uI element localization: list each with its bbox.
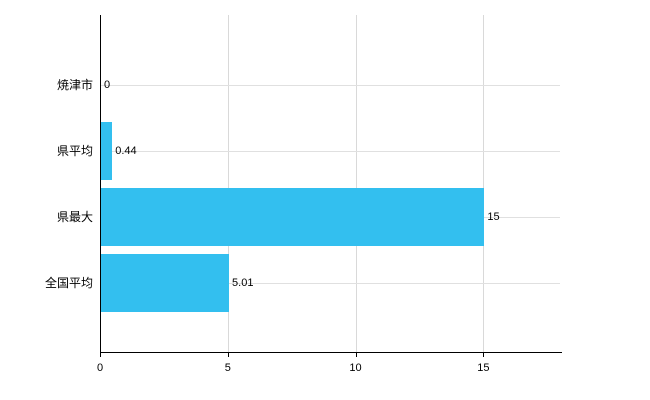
x-axis-line: [100, 352, 562, 353]
x-axis-tick: [227, 352, 229, 357]
x-tick-label: 10: [349, 362, 362, 374]
x-tick-label: 15: [477, 362, 490, 374]
gridline-vertical: [227, 15, 229, 352]
category-label: 焼津市: [56, 78, 93, 92]
bar: [101, 188, 485, 246]
value-label: 15: [487, 211, 500, 223]
gridline-horizontal: [100, 85, 560, 86]
gridline-vertical: [355, 15, 357, 352]
x-tick-label: 5: [224, 362, 231, 374]
gridline-vertical: [483, 15, 485, 352]
value-label: 0: [104, 79, 111, 91]
y-axis-line: [100, 15, 101, 352]
value-label: 5.01: [232, 277, 254, 289]
x-axis-tick: [100, 352, 101, 357]
category-label: 県平均: [56, 144, 93, 158]
bar: [101, 254, 230, 312]
value-label: 0.44: [115, 145, 137, 157]
x-tick-label: 0: [96, 362, 104, 374]
category-label: 県最大: [56, 210, 93, 224]
bar: [101, 122, 113, 180]
gridline-horizontal: [100, 283, 560, 284]
x-axis-tick: [355, 352, 357, 357]
gridline-horizontal: [100, 151, 560, 152]
x-axis-tick: [483, 352, 485, 357]
category-label: 全国平均: [44, 276, 93, 290]
